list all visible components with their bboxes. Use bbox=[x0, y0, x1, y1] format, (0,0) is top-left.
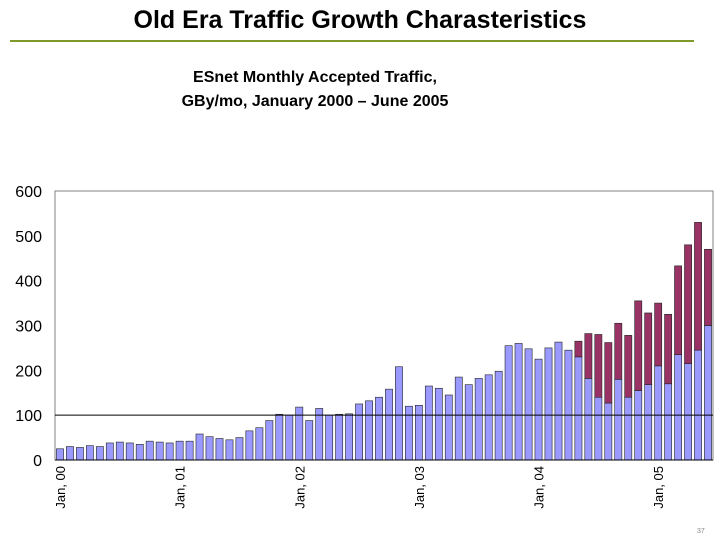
bar-series-2 bbox=[634, 300, 643, 391]
bar-series-1 bbox=[95, 446, 104, 461]
bar-series-1 bbox=[86, 445, 94, 461]
bar-series-1 bbox=[684, 363, 692, 461]
title-underline bbox=[10, 40, 694, 42]
bar-series-1 bbox=[135, 444, 144, 461]
chart-title-line-1: ESnet Monthly Accepted Traffic, bbox=[193, 69, 437, 86]
bar-series-1 bbox=[275, 413, 284, 461]
bar-series-2 bbox=[594, 334, 603, 398]
bar-series-1 bbox=[385, 388, 393, 461]
bar-series-1 bbox=[654, 365, 663, 461]
bar-series-2 bbox=[644, 312, 653, 385]
y-tick-label: 600 bbox=[15, 184, 42, 201]
bar-series-1 bbox=[424, 385, 433, 461]
bar-series-1 bbox=[634, 390, 643, 461]
y-tick-label: 0 bbox=[33, 453, 42, 470]
bar-series-1 bbox=[574, 356, 583, 461]
bar-series-1 bbox=[624, 396, 633, 461]
bar-series-1 bbox=[285, 414, 294, 461]
bar-series-1 bbox=[155, 441, 164, 461]
bar-series-1 bbox=[365, 400, 373, 461]
bar-series-2 bbox=[684, 244, 692, 364]
bar-series-1 bbox=[584, 378, 593, 461]
bar-series-1 bbox=[245, 430, 254, 461]
y-tick-label: 400 bbox=[15, 274, 42, 291]
bar-series-2 bbox=[614, 322, 623, 380]
x-tick-label: Jan, 00 bbox=[53, 466, 68, 509]
bar-series-1 bbox=[345, 413, 353, 461]
bar-series-2 bbox=[704, 248, 712, 326]
y-tick-label: 300 bbox=[15, 319, 42, 336]
bar-series-1 bbox=[355, 403, 363, 461]
bar-series-1 bbox=[484, 374, 493, 461]
bar-series-1 bbox=[395, 366, 403, 461]
bar-series-1 bbox=[145, 440, 154, 461]
bar-series-1 bbox=[255, 427, 264, 461]
x-tick-label: Jan, 05 bbox=[651, 466, 666, 509]
bar-series-2 bbox=[664, 313, 673, 385]
bar-series-1 bbox=[235, 437, 244, 461]
x-tick-label: Jan, 01 bbox=[173, 466, 188, 509]
bar-series-1 bbox=[195, 433, 204, 461]
slide-title: Old Era Traffic Growth Charasteristics bbox=[133, 6, 587, 34]
bar-series-1 bbox=[694, 349, 702, 461]
y-tick-label: 200 bbox=[15, 363, 42, 380]
bar-series-1 bbox=[66, 446, 74, 461]
bar-series-1 bbox=[444, 394, 453, 461]
bar-series-1 bbox=[524, 348, 533, 461]
bar-series-1 bbox=[56, 448, 64, 461]
bar-series-2 bbox=[674, 265, 683, 355]
bar-series-1 bbox=[405, 405, 413, 461]
bar-series-1 bbox=[165, 442, 174, 461]
bar-series-1 bbox=[185, 440, 194, 461]
bar-series-1 bbox=[215, 438, 224, 461]
bar-series-1 bbox=[125, 442, 134, 461]
bar-series-2 bbox=[604, 342, 613, 404]
bar-series-1 bbox=[614, 378, 623, 461]
y-tick-label: 500 bbox=[15, 229, 42, 246]
bar-series-2 bbox=[694, 222, 702, 351]
bar-series-1 bbox=[454, 376, 463, 461]
bar-series-1 bbox=[225, 439, 234, 461]
bar-series-1 bbox=[604, 402, 613, 461]
bar-series-1 bbox=[664, 383, 673, 461]
bar-series-1 bbox=[315, 408, 324, 461]
bar-series-1 bbox=[205, 436, 214, 461]
x-tick-label: Jan, 02 bbox=[292, 466, 307, 509]
bar-series-1 bbox=[175, 440, 184, 461]
plot-area bbox=[54, 190, 714, 461]
bar-series-1 bbox=[704, 325, 712, 461]
bar-series-1 bbox=[414, 404, 423, 461]
bar-series-2 bbox=[574, 340, 583, 358]
bar-series-1 bbox=[534, 358, 543, 461]
bar-series-2 bbox=[654, 302, 663, 367]
slide-number: 37 bbox=[697, 528, 705, 535]
x-tick-label: Jan, 04 bbox=[532, 466, 547, 509]
bar-series-1 bbox=[464, 384, 473, 461]
chart-title-line-2: GBy/mo, January 2000 – June 2005 bbox=[181, 93, 449, 110]
bar-series-2 bbox=[584, 333, 593, 379]
bar-series-1 bbox=[76, 447, 84, 461]
bar-series-1 bbox=[335, 413, 344, 461]
x-tick-label: Jan, 03 bbox=[412, 466, 427, 509]
bar-series-1 bbox=[375, 396, 383, 461]
bar-series-1 bbox=[544, 347, 553, 461]
y-tick-label: 100 bbox=[15, 408, 42, 425]
bar-series-1 bbox=[644, 384, 653, 461]
bar-series-1 bbox=[434, 387, 443, 461]
bar-series-1 bbox=[564, 349, 573, 461]
bar-series-1 bbox=[674, 354, 683, 461]
bar-series-1 bbox=[504, 345, 513, 461]
bar-series-2 bbox=[624, 335, 633, 398]
bar-series-1 bbox=[474, 378, 483, 461]
bar-series-1 bbox=[325, 414, 334, 461]
bar-series-1 bbox=[594, 396, 603, 461]
bar-series-1 bbox=[115, 441, 124, 461]
bar-series-1 bbox=[305, 420, 314, 461]
bar-series-1 bbox=[105, 442, 114, 461]
bar-series-1 bbox=[265, 420, 274, 461]
bar-series-1 bbox=[514, 343, 523, 461]
bar-series-1 bbox=[554, 341, 563, 461]
